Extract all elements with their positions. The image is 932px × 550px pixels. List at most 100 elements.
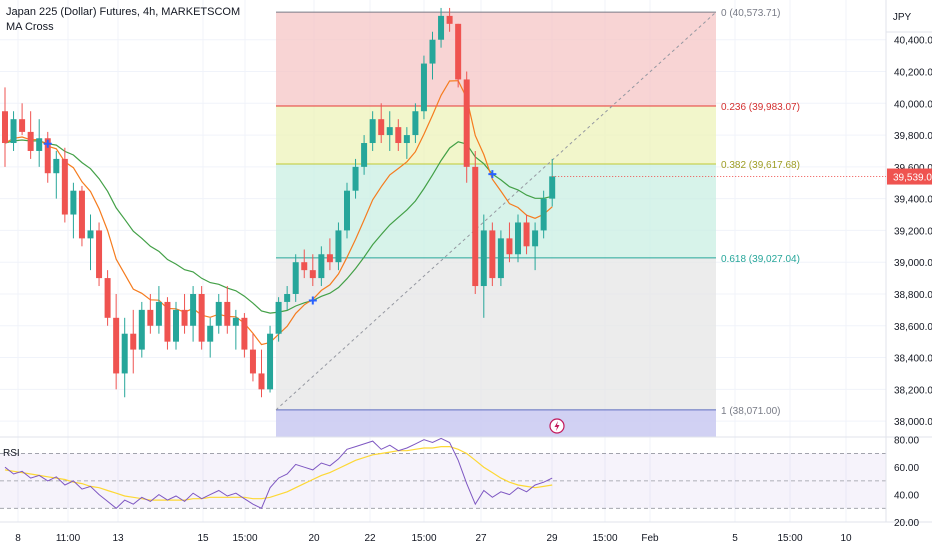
candle-body <box>309 270 316 279</box>
candle-body <box>361 143 368 167</box>
candle-body <box>87 230 94 239</box>
rsi-line <box>4 437 553 509</box>
candle-body <box>429 39 436 64</box>
candle-body <box>181 309 188 326</box>
price-tick-label: 40,000.00 <box>894 99 932 110</box>
candle-body <box>104 278 111 318</box>
candle-body <box>258 373 265 390</box>
fib-level-label: 0 (40,573.71) <box>721 8 781 19</box>
candle-body <box>292 262 299 294</box>
symbol-title[interactable]: Japan 225 (Dollar) Futures, 4h, MARKETSC… <box>6 6 241 18</box>
candle-body <box>326 254 333 263</box>
candle-body <box>455 23 462 80</box>
price-tick-label: 39,200.00 <box>894 226 932 237</box>
candle-body <box>190 293 197 326</box>
candle-body <box>420 63 427 112</box>
candle-body <box>173 309 179 342</box>
price-tick-label: 39,400.00 <box>894 195 932 206</box>
fib-zone <box>276 12 716 106</box>
time-tick-label: 5 <box>732 533 738 544</box>
candle-body <box>138 309 145 350</box>
candle-body <box>207 325 214 342</box>
candle-body <box>275 301 282 334</box>
time-tick-label: 15 <box>197 533 209 544</box>
fib-level-label: 0.382 (39,617.68) <box>721 160 800 171</box>
candle-body <box>301 262 308 271</box>
rsi-pane[interactable]: RSI <box>0 436 932 509</box>
time-tick-label: 22 <box>364 533 376 544</box>
candle-body <box>344 190 350 231</box>
candle-body <box>378 119 385 136</box>
fibonacci-retracement[interactable]: 0 (40,573.71) 0.236 (39,983.07) 0.382 (39,… <box>275 8 800 437</box>
fib-zone-extension <box>276 409 716 437</box>
candle-body <box>241 317 248 350</box>
price-tick-label: 38,400.00 <box>894 354 932 365</box>
candle-body <box>480 230 487 287</box>
candle-body <box>267 333 274 390</box>
rsi-label: RSI <box>3 448 20 459</box>
candle-body <box>386 127 393 136</box>
rsi-tick-label: 80.00 <box>894 436 919 447</box>
candle-body <box>249 349 256 374</box>
price-tick-label: 38,000.00 <box>894 417 932 428</box>
candle-body <box>412 111 419 136</box>
candle-body <box>155 301 162 326</box>
currency-label: JPY <box>893 12 912 23</box>
fib-level-label: 0.618 (39,027.04) <box>721 254 800 265</box>
candle-body <box>549 176 556 199</box>
rsi-tick-label: 40.00 <box>894 491 919 502</box>
fib-zone <box>276 257 716 410</box>
time-tick-label: 8 <box>15 533 21 544</box>
candle-body <box>10 119 17 144</box>
rsi-tick-label: 20.00 <box>894 518 919 529</box>
price-tick-label: 39,600.00 <box>894 163 932 174</box>
candle-body <box>224 301 231 326</box>
time-tick-label: 15:00 <box>592 533 617 544</box>
candle-body <box>2 111 8 144</box>
candle-body <box>164 301 171 342</box>
axes[interactable] <box>0 0 932 523</box>
time-tick-label: 11:00 <box>56 533 81 544</box>
candle-body <box>113 317 120 374</box>
candle-body <box>19 119 26 132</box>
candle-body <box>121 333 128 374</box>
time-tick-label: Feb <box>641 533 659 544</box>
candle-body <box>130 333 137 350</box>
time-tick-label: 13 <box>112 533 124 544</box>
candle-body <box>284 293 291 302</box>
current-price-tag <box>887 168 932 185</box>
candle-body <box>70 190 77 215</box>
indicator-label[interactable]: MA Cross <box>6 21 54 33</box>
ma-cross-marker <box>308 296 317 305</box>
time-tick-label: 20 <box>308 533 320 544</box>
rsi-tick-label: 60.00 <box>894 463 919 474</box>
time-tick-label: 29 <box>546 533 558 544</box>
candle-body <box>36 138 43 151</box>
candle-body <box>403 135 410 144</box>
time-tick-label: 15:00 <box>411 533 436 544</box>
candle-body <box>506 238 513 255</box>
price-tick-label: 39,800.00 <box>894 131 932 142</box>
candle-body <box>369 119 376 144</box>
lightning-glyph <box>554 421 560 431</box>
candle-body <box>44 138 51 174</box>
candlesticks <box>2 7 556 398</box>
candle-body <box>352 166 359 191</box>
candle-body <box>489 230 496 279</box>
price-tick-label: 38,800.00 <box>894 290 932 301</box>
time-tick-label: 15:00 <box>232 533 257 544</box>
candle-body <box>515 222 521 255</box>
candle-body <box>532 230 539 247</box>
rsi-ma-line <box>4 446 553 501</box>
candle-body <box>463 79 470 167</box>
cross-markers <box>43 139 565 434</box>
candle-body <box>318 254 325 279</box>
candle-body <box>147 309 154 326</box>
candle-body <box>395 127 402 144</box>
fib-level-label: 0.236 (39,983.07) <box>721 102 800 113</box>
candle-body <box>540 198 547 231</box>
ma-cross-marker <box>488 170 497 179</box>
candle-body <box>96 230 103 279</box>
